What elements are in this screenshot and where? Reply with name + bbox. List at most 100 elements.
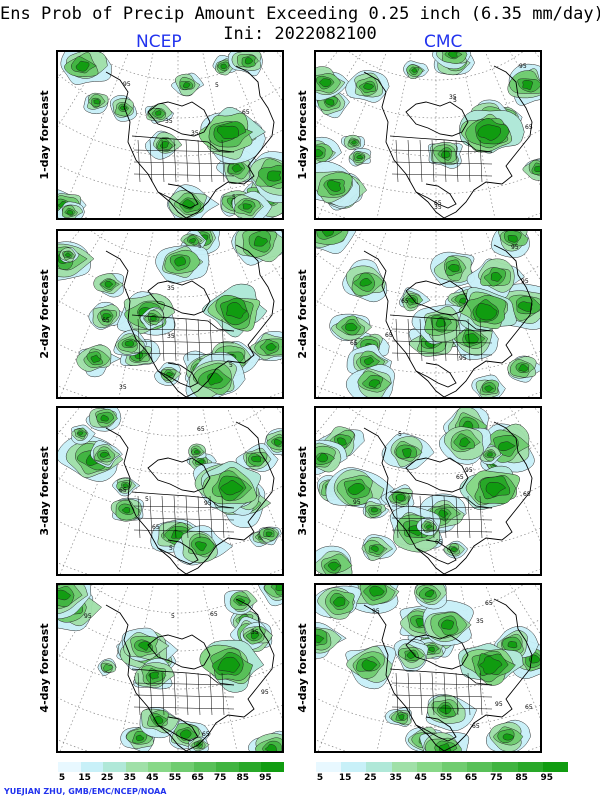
contour-label: 95 bbox=[459, 355, 467, 362]
contour-label: 65 bbox=[197, 426, 205, 433]
figure-title: Ens Prob of Precip Amount Exceeding 0.25… bbox=[0, 4, 600, 24]
init-time: Ini: 2022082100 bbox=[223, 24, 377, 44]
contour-label: 35 bbox=[449, 94, 457, 101]
contour-label: 95 bbox=[353, 499, 361, 506]
contour-label: 35 bbox=[434, 204, 442, 211]
row-label-1day-right: 1-day forecast bbox=[296, 90, 309, 180]
contour-label: 95 bbox=[465, 467, 473, 474]
contour-label: 5 bbox=[198, 243, 202, 250]
contour-label: 95 bbox=[511, 244, 519, 251]
contour-label: 35 bbox=[167, 333, 175, 340]
colorbar-swatch bbox=[467, 762, 493, 772]
contour-label: 65 bbox=[435, 539, 443, 546]
precip-shading bbox=[58, 408, 282, 566]
map-panel-cmc-1day: 35 95 65 35 5 65 bbox=[314, 50, 542, 220]
colorbar-swatch bbox=[216, 762, 239, 772]
contour-label: 65 bbox=[456, 474, 464, 481]
contour-label: 65 bbox=[152, 524, 160, 531]
colorbar-swatch bbox=[170, 762, 194, 772]
graticule bbox=[58, 585, 282, 751]
graticule bbox=[316, 52, 540, 218]
colorbar-swatch bbox=[80, 762, 104, 772]
coastlines bbox=[105, 421, 275, 574]
colorbar-swatch bbox=[238, 762, 262, 772]
colorbar-label: 25 bbox=[100, 773, 114, 783]
row-label-4day-left: 4-day forecast bbox=[38, 623, 51, 713]
row-label-1day-left: 1-day forecast bbox=[38, 90, 51, 180]
colorbar-swatch bbox=[193, 762, 217, 772]
colorbar-swatch bbox=[542, 762, 569, 772]
map-canvas: 5 5 65 65 95 65 bbox=[58, 408, 282, 574]
map-canvas: 65 95 95 65 95 65 bbox=[316, 231, 540, 397]
colorbar-label: 25 bbox=[364, 773, 377, 783]
coastlines bbox=[363, 598, 533, 751]
contour-label: 95 bbox=[84, 613, 92, 620]
map-canvas: 95 35 5 5 35 65 bbox=[58, 52, 282, 218]
colorbar-swatch bbox=[261, 762, 284, 772]
map-panel-cmc-3day: 65 65 5 95 95 65 bbox=[314, 406, 542, 576]
colorbar-swatch bbox=[492, 762, 518, 772]
colorbar-swatch bbox=[416, 762, 443, 772]
colorbar-swatch bbox=[341, 762, 367, 772]
column-label-cmc: CMC bbox=[424, 32, 463, 52]
coastlines bbox=[363, 65, 533, 218]
colorbar-label: 15 bbox=[78, 773, 91, 783]
contour-label: 95 bbox=[123, 81, 131, 88]
coastlines bbox=[363, 244, 533, 397]
row-label-4day-right: 4-day forecast bbox=[296, 623, 309, 713]
colorbar-label: 95 bbox=[259, 773, 272, 783]
colorbar-swatch bbox=[125, 762, 149, 772]
contour-label: 65 bbox=[472, 723, 480, 730]
map-panel-ncep-2day: 5 35 35 35 5 65 bbox=[56, 229, 284, 399]
map-panel-cmc-4day: 95 65 35 95 65 65 bbox=[314, 583, 542, 753]
colorbar-swatch bbox=[148, 762, 171, 772]
contour-label: 95 bbox=[261, 689, 269, 696]
colorbar-swatch bbox=[517, 762, 543, 772]
map-panel-ncep-3day: 5 5 65 65 95 65 bbox=[56, 406, 284, 576]
contour-label: 65 bbox=[242, 109, 250, 116]
contour-label: 5 bbox=[229, 362, 233, 369]
colorbar-swatch bbox=[103, 762, 126, 772]
row-label-2day-right: 2-day forecast bbox=[296, 269, 309, 359]
colorbar-label: 75 bbox=[213, 773, 227, 783]
row-label-2day-left: 2-day forecast bbox=[38, 269, 51, 359]
colorbar-label: 55 bbox=[168, 773, 182, 783]
credit-text: YUEJIAN ZHU, GMB/EMC/NCEP/NOAA bbox=[4, 787, 167, 796]
contour-label: 95 bbox=[495, 701, 503, 708]
colorbar-label: 35 bbox=[123, 773, 137, 783]
colorbar-swatch bbox=[442, 762, 468, 772]
row-label-3day-left: 3-day forecast bbox=[38, 446, 51, 536]
colorbar-swatch bbox=[366, 762, 392, 772]
colorbar-swatch bbox=[58, 762, 81, 772]
contour-label: 65 bbox=[525, 124, 533, 131]
contour-label: 95 bbox=[204, 500, 212, 507]
contour-label: 35 bbox=[191, 130, 199, 137]
map-canvas: 35 5 95 95 65 65 bbox=[58, 585, 282, 751]
contour-label: 35 bbox=[167, 285, 175, 292]
precip-shading bbox=[316, 585, 540, 751]
contour-label: 5 bbox=[145, 496, 149, 503]
colorbar-label: 55 bbox=[439, 773, 453, 783]
map-canvas: 5 35 35 35 5 65 bbox=[58, 231, 282, 397]
map-canvas: 95 65 35 95 65 65 bbox=[316, 585, 540, 751]
contour-label: 5 bbox=[215, 82, 219, 89]
contour-label: 35 bbox=[165, 118, 173, 125]
contour-label: 65 bbox=[102, 317, 110, 324]
colorbar-labels-right: 5 15 25 35 45 55 65 75 85 95 bbox=[316, 773, 568, 785]
colorbar-label: 75 bbox=[490, 773, 503, 783]
contour-label: 5 bbox=[398, 431, 402, 438]
map-panel-ncep-1day: 95 35 5 5 35 65 bbox=[56, 50, 284, 220]
contour-label: 95 bbox=[372, 608, 380, 615]
coastlines bbox=[105, 244, 275, 397]
colorbar-label: 35 bbox=[389, 773, 402, 783]
colorbar-label: 45 bbox=[146, 773, 159, 783]
coastlines bbox=[105, 65, 275, 218]
contour-label: 65 bbox=[210, 611, 218, 618]
column-label-ncep: NCEP bbox=[136, 32, 182, 52]
colorbar-label: 15 bbox=[338, 773, 352, 783]
contour-label: 5 bbox=[453, 97, 457, 104]
precip-shading bbox=[58, 52, 282, 218]
row-label-3day-right: 3-day forecast bbox=[296, 446, 309, 536]
graticule bbox=[58, 408, 282, 574]
